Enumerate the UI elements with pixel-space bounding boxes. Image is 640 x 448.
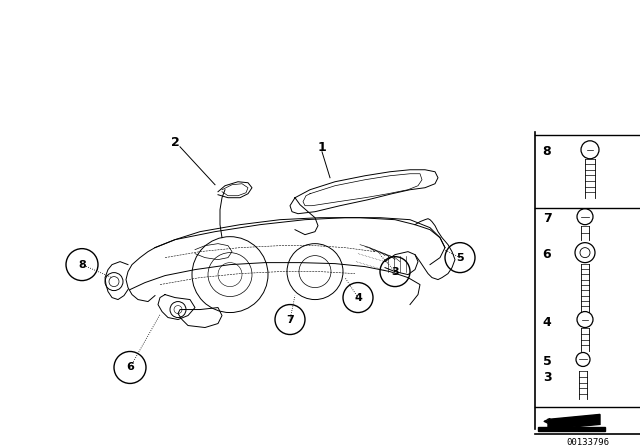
Text: 6: 6: [543, 248, 551, 261]
Text: 5: 5: [456, 253, 464, 263]
Text: 6: 6: [126, 362, 134, 372]
Text: 3: 3: [543, 371, 551, 384]
Text: 4: 4: [543, 316, 552, 329]
Text: 5: 5: [543, 355, 552, 368]
Text: 7: 7: [543, 212, 552, 225]
Text: 2: 2: [171, 136, 179, 149]
Text: 1: 1: [317, 141, 326, 154]
Text: 00133796: 00133796: [566, 438, 609, 447]
Polygon shape: [538, 427, 605, 431]
Text: 8: 8: [78, 259, 86, 270]
Text: 3: 3: [391, 267, 399, 276]
Text: 7: 7: [286, 314, 294, 324]
Text: 4: 4: [354, 293, 362, 302]
Polygon shape: [548, 414, 600, 429]
Text: 8: 8: [543, 145, 551, 158]
